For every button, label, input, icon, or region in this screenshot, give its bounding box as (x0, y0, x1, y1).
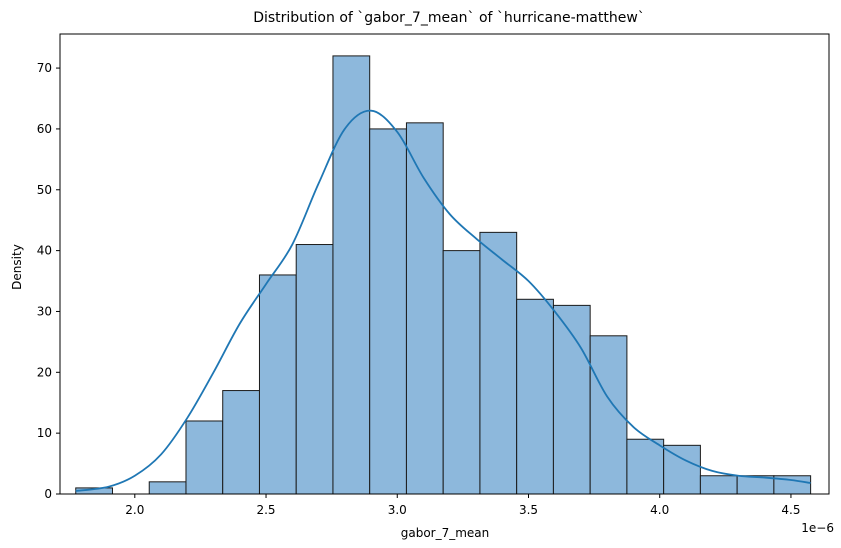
histogram-bar (663, 444, 701, 495)
x-tick-label: 4.5 (781, 503, 800, 517)
histogram-bar (258, 274, 297, 495)
x-tick-label: 2.0 (125, 503, 144, 517)
histogram-bar (185, 420, 224, 495)
y-tick-label: 10 (37, 426, 52, 440)
histogram-bar (479, 231, 518, 495)
histogram-bar (369, 128, 407, 495)
plot-frame (59, 33, 830, 495)
y-tick-label: 30 (37, 304, 52, 318)
x-tick-label: 3.0 (388, 503, 407, 517)
histogram-bar (699, 475, 738, 495)
x-tick-label: 2.5 (256, 503, 275, 517)
chart-title: Distribution of `gabor_7_mean` of `hurri… (253, 10, 645, 26)
x-axis-label: gabor_7_mean (401, 526, 490, 540)
y-tick-label: 0 (44, 487, 52, 501)
histogram-bar (442, 250, 481, 495)
bars (75, 55, 812, 495)
histogram-bar (516, 298, 554, 495)
y-tick-label: 50 (37, 183, 52, 197)
y-tick-label: 70 (37, 61, 52, 75)
y-axis-ticks: 0 10 20 30 40 50 60 70 (37, 61, 60, 501)
y-tick-label: 60 (37, 122, 52, 136)
histogram-bar (222, 390, 260, 495)
kde-curve (75, 109, 811, 492)
histogram-bar (148, 481, 187, 495)
x-axis-offset-label: 1e−6 (801, 521, 834, 535)
histogram-bar (295, 244, 334, 495)
x-axis-ticks: 2.0 2.5 3.0 3.5 4.0 4.5 (125, 494, 800, 517)
y-tick-label: 40 (37, 244, 52, 258)
histogram-bar (589, 335, 628, 495)
y-axis-label: Density (10, 244, 24, 290)
histogram-bar (626, 438, 665, 495)
x-tick-label: 3.5 (519, 503, 538, 517)
x-tick-label: 4.0 (650, 503, 669, 517)
y-tick-label: 20 (37, 365, 52, 379)
